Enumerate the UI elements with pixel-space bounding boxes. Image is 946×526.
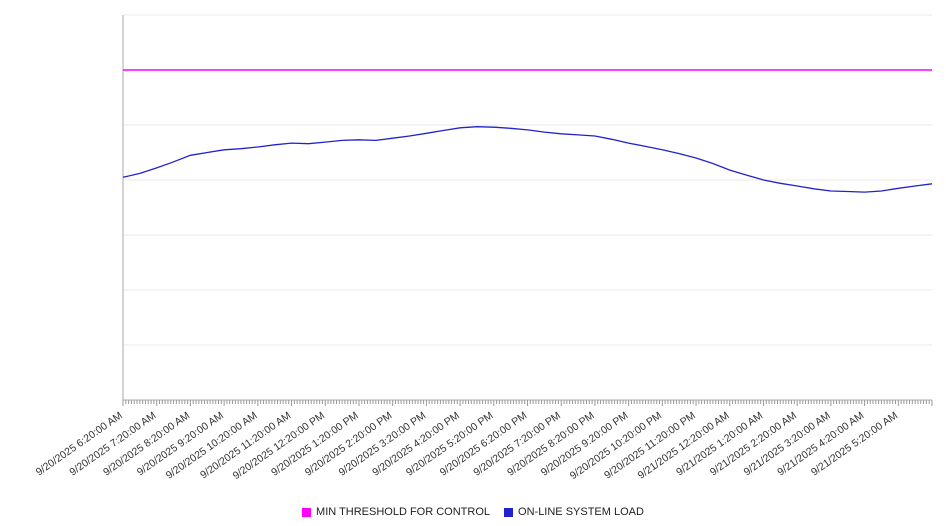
- min-threshold-legend-label: MIN THRESHOLD FOR CONTROL: [316, 506, 491, 518]
- min-threshold-legend-swatch: [302, 507, 312, 517]
- legend-item-system-load: ON-LINE SYSTEM LOAD: [504, 506, 644, 518]
- system-load-legend-label: ON-LINE SYSTEM LOAD: [518, 506, 644, 518]
- chart-legend: MIN THRESHOLD FOR CONTROL ON-LINE SYSTEM…: [0, 506, 946, 518]
- system-load-legend-swatch: [504, 507, 514, 517]
- legend-item-min-threshold: MIN THRESHOLD FOR CONTROL: [302, 506, 490, 518]
- line-chart: 9/20/2025 6:20:00 AM 9/20/2025 7:20:00 AM…: [34, 14, 933, 482]
- chart-plot-area: 9/20/2025 6:20:00 AM9/20/2025 7:20:00 AM…: [34, 14, 933, 482]
